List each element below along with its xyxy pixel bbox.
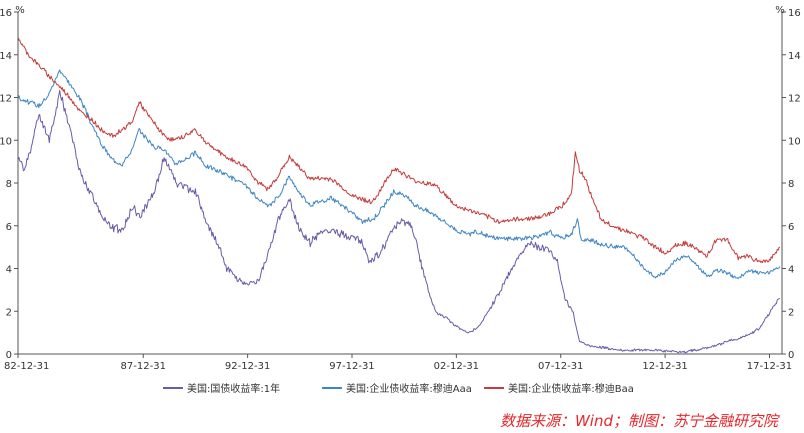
left-tick-label: 4: [6, 265, 12, 276]
legend-label-2: 美国:企业债收益率:穆迪Baa: [508, 382, 634, 395]
right-tick-label: 2: [788, 307, 794, 318]
right-tick-label: 6: [788, 222, 794, 233]
x-tick-label: 12-12-31: [642, 361, 687, 372]
left-tick-label: 2: [6, 307, 12, 318]
left-axis-unit: %: [15, 5, 25, 16]
right-tick-label: 4: [788, 265, 794, 276]
plot-lines: [17, 37, 781, 354]
axes: [17, 12, 783, 355]
left-axis-ticks: 0 2 4 6 8 10 12 14 16: [0, 8, 18, 361]
x-tick-label: 97-12-31: [329, 361, 374, 372]
x-tick-label: 07-12-31: [538, 361, 583, 372]
left-tick-label: 12: [0, 94, 12, 105]
series-line-2: [17, 37, 781, 263]
series-line-1: [17, 69, 781, 280]
legend: 美国:国债收益率:1年 美国:企业债收益率:穆迪Aaa 美国:企业债收益率:穆迪Ba…: [163, 382, 634, 395]
x-tick-label: 87-12-31: [121, 361, 166, 372]
x-tick-label: 82-12-31: [4, 361, 49, 372]
right-tick-label: 16: [788, 8, 801, 19]
right-tick-label: 8: [788, 179, 794, 190]
left-tick-label: 8: [6, 179, 12, 190]
x-tick-label: 17-12-31: [747, 361, 792, 372]
right-tick-label: 12: [788, 94, 801, 105]
x-tick-label: 02-12-31: [434, 361, 479, 372]
right-tick-label: 0: [788, 350, 794, 361]
series-line-0: [17, 89, 781, 354]
left-tick-label: 6: [6, 222, 12, 233]
left-tick-label: 10: [0, 136, 12, 147]
right-axis-unit: %: [775, 5, 785, 16]
x-tick-label: 92-12-31: [225, 361, 270, 372]
right-axis-ticks: 0 2 4 6 8 10 12 14 16: [782, 8, 801, 361]
legend-label-0: 美国:国债收益率:1年: [187, 382, 280, 395]
left-tick-label: 16: [0, 8, 12, 19]
left-tick-label: 0: [6, 350, 12, 361]
right-tick-label: 10: [788, 136, 801, 147]
left-tick-label: 14: [0, 51, 12, 62]
x-axis-ticks: 82-12-31 87-12-31 92-12-31 97-12-31 02-12-31…: [4, 354, 792, 372]
source-note: 数据来源：Wind；制图：苏宁金融研究院: [499, 412, 778, 430]
legend-label-1: 美国:企业债收益率:穆迪Aaa: [346, 382, 472, 395]
right-tick-label: 14: [788, 51, 801, 62]
